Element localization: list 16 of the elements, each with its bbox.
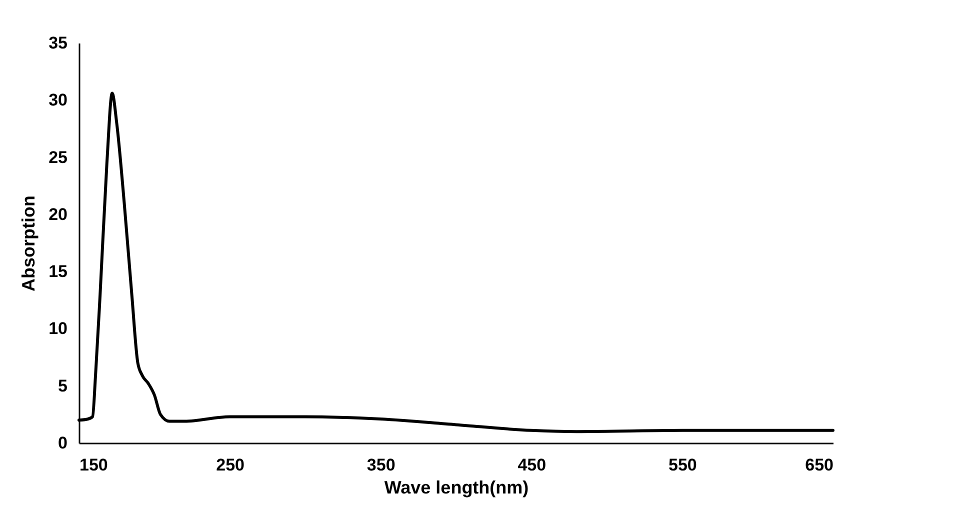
y-tick-label: 35 — [48, 34, 68, 52]
x-tick-label: 650 — [805, 456, 834, 474]
y-tick-label: 25 — [48, 148, 68, 167]
x-tick-label: 250 — [216, 456, 244, 474]
y-tick-label: 10 — [48, 319, 68, 338]
y-tick-label: 0 — [58, 434, 68, 452]
x-tick-label: 150 — [80, 456, 108, 474]
x-tick-label: 550 — [668, 456, 697, 474]
y-tick-label: 15 — [48, 262, 68, 282]
y-tick-label: 30 — [48, 90, 68, 110]
x-tick-label: 350 — [366, 456, 396, 474]
y-tick-label: 20 — [48, 204, 68, 224]
y-tick-label: 5 — [58, 376, 68, 396]
y-axis-title: Absorption — [18, 196, 39, 292]
x-tick-label: 450 — [518, 456, 546, 474]
x-axis-title: Wave length(nm) — [384, 478, 529, 498]
